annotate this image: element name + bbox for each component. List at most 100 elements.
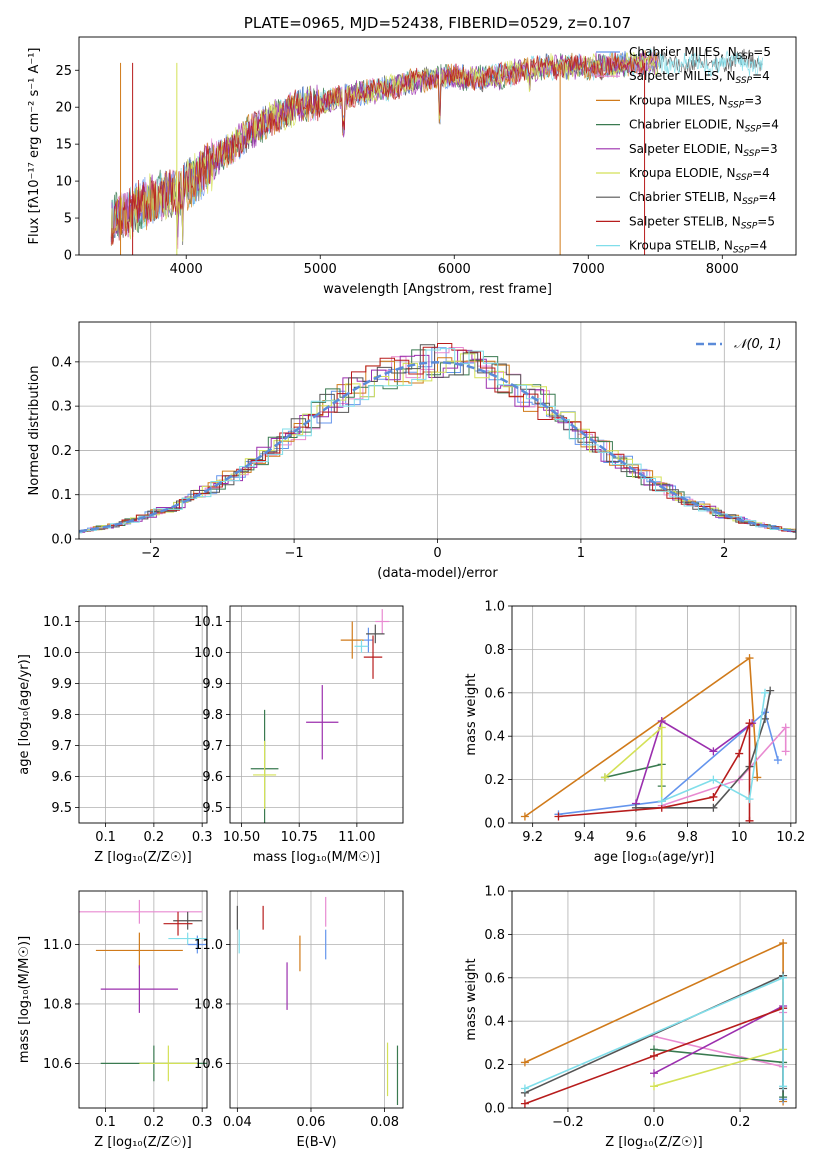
panel-5: 9.2 9.4 9.6 9.8 10 10.2 0.0 0.2 0.4 0.6 0.8 1.0 age …: [464, 600, 805, 866]
x-axis-label: Z [log₁₀(Z/Z☉)]: [605, 1135, 702, 1150]
plot-frame: [229, 890, 404, 1109]
weight-marker: [779, 973, 788, 982]
y-tick-label: 0.4: [484, 1015, 505, 1030]
panel-7: 0.04 0.06 0.08 10.6 10.8 11.0 E(B-V): [194, 890, 404, 1150]
x-axis-label: E(B-V): [296, 1135, 336, 1150]
y-tick-label: 0.3: [51, 400, 72, 415]
x-tick-label: 5000: [304, 262, 337, 277]
panel-8: −0.2 0.0 0.2 0.0 0.2 0.4 0.6 0.8 1.0 Z [log₁₀(Z/Z…: [464, 885, 797, 1150]
plot-frame: [78, 321, 797, 540]
x-tick-label: 7000: [572, 262, 605, 277]
y-tick-label: 0.6: [484, 971, 505, 986]
weight-marker: [745, 795, 754, 804]
x-tick-label: 0.0: [644, 1115, 665, 1130]
x-axis-label: (data-model)/error: [377, 566, 498, 581]
data-point: [95, 932, 183, 969]
weight-marker: [779, 1082, 788, 1091]
spectrum-line: [110, 52, 645, 245]
x-tick-label: 0.08: [370, 1115, 399, 1130]
weight-marker: [520, 1099, 529, 1108]
weight-marker: [753, 773, 762, 782]
data-point: [253, 740, 277, 810]
weight-marker: [779, 939, 788, 948]
weight-marker: [520, 812, 529, 821]
plot-frame: [78, 36, 797, 256]
data-point: [375, 609, 390, 634]
data-point: [139, 722, 197, 827]
y-tick-label: 9.7: [51, 739, 72, 754]
plot-frame: [78, 890, 208, 1109]
weight-marker: [657, 797, 666, 806]
y-tick-label: 0.4: [484, 730, 505, 745]
plot-frame: [511, 605, 797, 824]
y-tick-label: 10.0: [43, 646, 72, 661]
errorbars: [250, 609, 390, 823]
data-point: [363, 627, 374, 653]
legend-entry: Salpeter ELODIE, NSSP=3: [629, 142, 778, 159]
x-tick-label: 0.3: [192, 830, 213, 845]
legend-entry: Kroupa MILES, NSSP=3: [629, 93, 762, 110]
y-tick-label: 10.6: [43, 1057, 72, 1072]
spectrum-lines: [110, 47, 763, 255]
weight-marker: [735, 775, 744, 784]
weight-marker: [650, 1051, 658, 1060]
data-point: [100, 965, 179, 1013]
weight-marker: [761, 714, 770, 723]
y-tick-label: 9.6: [51, 770, 72, 785]
y-tick-label: 0.2: [484, 773, 505, 788]
y-axis-label: mass [log₁₀(M/M☉)]: [17, 936, 32, 1063]
x-tick-label: 0: [433, 546, 441, 561]
x-tick-label: 9.8: [677, 830, 698, 845]
weight-marker: [520, 1058, 529, 1067]
x-tick-label: 0.3: [192, 1115, 213, 1130]
y-tick-label: 25: [55, 64, 72, 79]
weight-line: [604, 725, 663, 802]
y-tick-label: 0.0: [51, 533, 72, 548]
histogram-step: [79, 348, 796, 534]
plot-frame: [78, 605, 208, 824]
weight-marker: [600, 773, 609, 782]
legend-entry: Chabrier STELIB, NSSP=4: [629, 190, 776, 207]
y-tick-label: 9.8: [202, 708, 223, 723]
data-point: [163, 911, 193, 936]
weight-line: [558, 710, 779, 816]
weight-marker: [650, 1069, 658, 1078]
y-tick-label: 10.0: [194, 646, 223, 661]
x-tick-label: 9.2: [522, 830, 543, 845]
y-tick-label: 0.0: [484, 1102, 505, 1117]
x-axis-label: age [log₁₀(age/yr)]: [594, 850, 715, 865]
errorbars: [79, 899, 207, 1082]
x-tick-label: 10.75: [281, 830, 318, 845]
y-axis-label: mass weight: [464, 673, 479, 755]
panel-4: 10.50 10.75 11.00 9.5 9.6 9.7 9.8 9.9 10.0 10.1 ma…: [194, 605, 404, 865]
panel-3: 0.1 0.2 0.3 9.5 9.6 9.7 9.8 9.9 10.0 10.1 Z [log₁₀…: [17, 605, 213, 865]
y-axis-label: Normed distribution: [27, 366, 42, 496]
data-point: [96, 622, 183, 659]
spectrum-line: [110, 50, 659, 242]
legend-entry: Salpeter MILES, NSSP=4: [629, 69, 770, 86]
weight-line: [604, 763, 663, 787]
plot-frame: [229, 605, 404, 824]
panel-1: 4000 5000 6000 7000 8000 0 5 10 15 20 25 wavelength…: [27, 14, 797, 297]
y-tick-label: 10.6: [194, 1057, 223, 1072]
weight-marker: [745, 816, 754, 823]
y-tick-label: 10.1: [43, 615, 72, 630]
x-tick-label: 0.2: [730, 1115, 751, 1130]
x-tick-label: 10: [731, 830, 748, 845]
weight-marker: [781, 747, 790, 756]
legend-entry: 𝒩(0, 1): [734, 337, 781, 352]
x-tick-label: 11.00: [338, 830, 375, 845]
y-tick-label: 0: [64, 249, 72, 264]
y-tick-label: 0.2: [484, 1058, 505, 1073]
x-axis-label: Z [log₁₀(Z/Z☉)]: [94, 1135, 191, 1150]
weight-marker: [650, 1082, 658, 1091]
y-tick-label: 0.0: [484, 817, 505, 832]
weight-marker: [709, 792, 718, 801]
y-axis-label: Flux [fλ10⁻¹⁷ erg cm⁻² s⁻¹ A⁻¹]: [27, 48, 42, 245]
y-tick-label: 10.8: [194, 997, 223, 1012]
y-tick-label: 9.9: [202, 677, 223, 692]
weight-marker: [761, 688, 770, 697]
plot-frame: [511, 890, 797, 1109]
y-tick-label: 10.1: [194, 615, 223, 630]
x-axis-label: wavelength [Angstrom, rest frame]: [323, 282, 552, 297]
